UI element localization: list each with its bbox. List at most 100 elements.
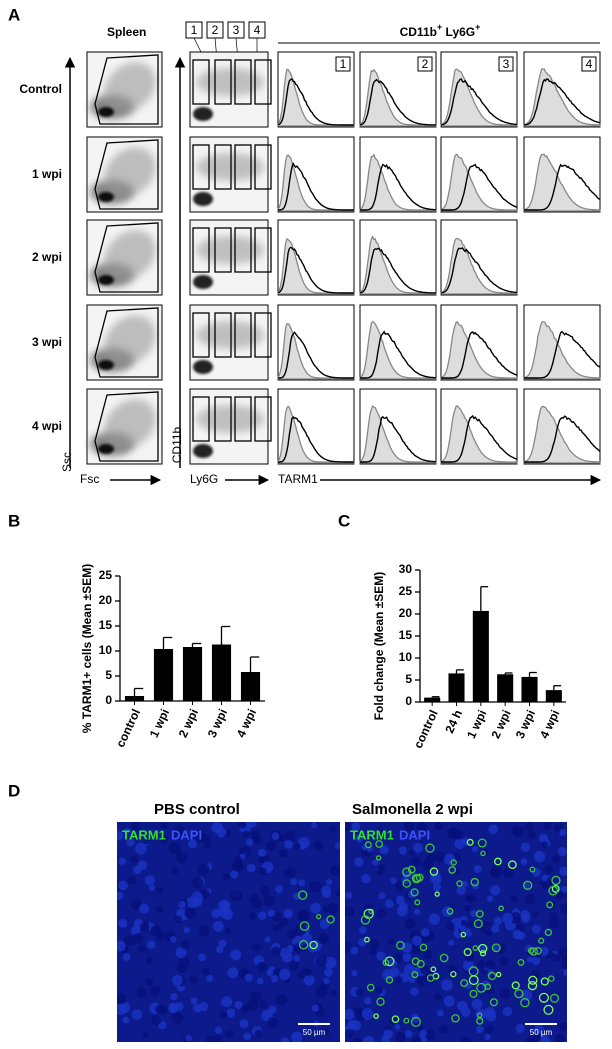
nucleus bbox=[440, 979, 453, 991]
nucleus bbox=[202, 967, 210, 976]
nucleus bbox=[543, 822, 551, 830]
tarm1-cell bbox=[476, 1017, 484, 1025]
nucleus bbox=[183, 927, 190, 934]
nucleus bbox=[277, 834, 285, 842]
x-tick-label: 2 wpi bbox=[176, 707, 201, 740]
gate bbox=[192, 59, 210, 105]
nucleus bbox=[256, 977, 264, 985]
nucleus bbox=[251, 942, 261, 952]
tarm1-cell bbox=[430, 966, 437, 973]
nucleus bbox=[512, 825, 524, 838]
tarm1-cell bbox=[538, 937, 545, 944]
nucleus bbox=[471, 845, 479, 853]
nucleus bbox=[484, 1034, 491, 1041]
nucleus bbox=[138, 944, 146, 953]
nucleus bbox=[503, 867, 514, 879]
nucleus bbox=[222, 873, 230, 881]
nucleus bbox=[148, 884, 156, 891]
gate-title: Spleen bbox=[107, 25, 146, 39]
axis-label: Ssc bbox=[60, 452, 74, 472]
tarm1-cell bbox=[456, 880, 463, 887]
nucleus bbox=[188, 839, 197, 849]
nucleus bbox=[291, 1031, 303, 1042]
tarm1-cell bbox=[384, 956, 395, 967]
nucleus bbox=[527, 830, 536, 839]
nucleus bbox=[347, 1019, 357, 1030]
scale-label: 50 µm bbox=[530, 1028, 553, 1037]
nucleus bbox=[198, 831, 205, 838]
gate bbox=[192, 312, 210, 358]
nucleus bbox=[534, 1024, 544, 1034]
density bbox=[104, 399, 156, 449]
nucleus bbox=[402, 952, 412, 962]
nucleus bbox=[558, 946, 567, 959]
nucleus bbox=[460, 1036, 471, 1042]
y-axis-label: % TARM1+ cells (Mean ±SEM) bbox=[80, 564, 94, 733]
nucleus bbox=[488, 824, 499, 835]
nucleus bbox=[150, 924, 162, 936]
nucleus bbox=[464, 952, 475, 963]
nucleus bbox=[327, 903, 339, 914]
nucleus bbox=[389, 967, 400, 978]
gate bbox=[214, 227, 232, 273]
nucleus bbox=[189, 975, 198, 984]
nucleus bbox=[446, 922, 455, 931]
nucleus bbox=[118, 918, 128, 928]
tarm1-cell bbox=[527, 947, 535, 954]
panel-label: B bbox=[8, 511, 20, 530]
nucleus bbox=[145, 978, 154, 986]
nucleus bbox=[464, 904, 471, 912]
y-tick-label: 20 bbox=[399, 606, 413, 620]
gate bbox=[234, 312, 252, 358]
tarm1-cell bbox=[489, 998, 498, 1007]
gate-number: 2 bbox=[422, 57, 429, 71]
nucleus bbox=[558, 1022, 567, 1032]
nucleus bbox=[118, 857, 126, 865]
nucleus bbox=[461, 880, 468, 888]
nucleus bbox=[493, 917, 502, 926]
nucleus bbox=[264, 936, 271, 943]
tarm1-cell bbox=[470, 877, 479, 887]
tarm1-cell bbox=[543, 1004, 554, 1015]
nucleus bbox=[424, 1029, 436, 1041]
tarm1-cell bbox=[466, 838, 474, 846]
nucleus bbox=[221, 996, 233, 1008]
nucleus bbox=[287, 929, 297, 939]
nucleus bbox=[533, 850, 546, 863]
nucleus bbox=[297, 909, 309, 921]
nucleus bbox=[376, 986, 384, 994]
nucleus bbox=[395, 976, 403, 984]
nucleus bbox=[421, 928, 430, 937]
nucleus bbox=[351, 822, 361, 831]
panel-label: A bbox=[8, 5, 20, 24]
nucleus bbox=[253, 835, 262, 845]
nucleus bbox=[146, 940, 156, 949]
tarm1-cell bbox=[299, 921, 310, 931]
nucleus bbox=[460, 919, 467, 927]
bar bbox=[124, 696, 145, 701]
gate bbox=[214, 312, 232, 358]
tarm1-cell bbox=[414, 899, 421, 906]
nucleus bbox=[479, 921, 492, 934]
nucleus bbox=[156, 886, 164, 894]
nucleus bbox=[428, 913, 440, 925]
axis-label: Ly6G bbox=[190, 472, 218, 486]
nucleus bbox=[329, 825, 337, 833]
nucleus bbox=[499, 956, 509, 967]
nucleus bbox=[271, 832, 280, 841]
bar bbox=[472, 610, 489, 702]
nucleus bbox=[248, 912, 257, 921]
nucleus bbox=[438, 1024, 449, 1034]
row-label: 1 wpi bbox=[32, 167, 62, 181]
nucleus bbox=[234, 1000, 243, 1009]
nucleus bbox=[190, 997, 198, 1005]
image-title: Salmonella 2 wpi bbox=[352, 801, 473, 818]
nucleus bbox=[320, 1027, 330, 1037]
gate bbox=[192, 144, 210, 190]
nucleus bbox=[465, 921, 473, 929]
nucleus bbox=[319, 918, 330, 929]
row-label: 4 wpi bbox=[32, 419, 62, 433]
nucleus bbox=[215, 1026, 223, 1034]
nucleus bbox=[512, 929, 523, 940]
nucleus bbox=[216, 945, 224, 954]
